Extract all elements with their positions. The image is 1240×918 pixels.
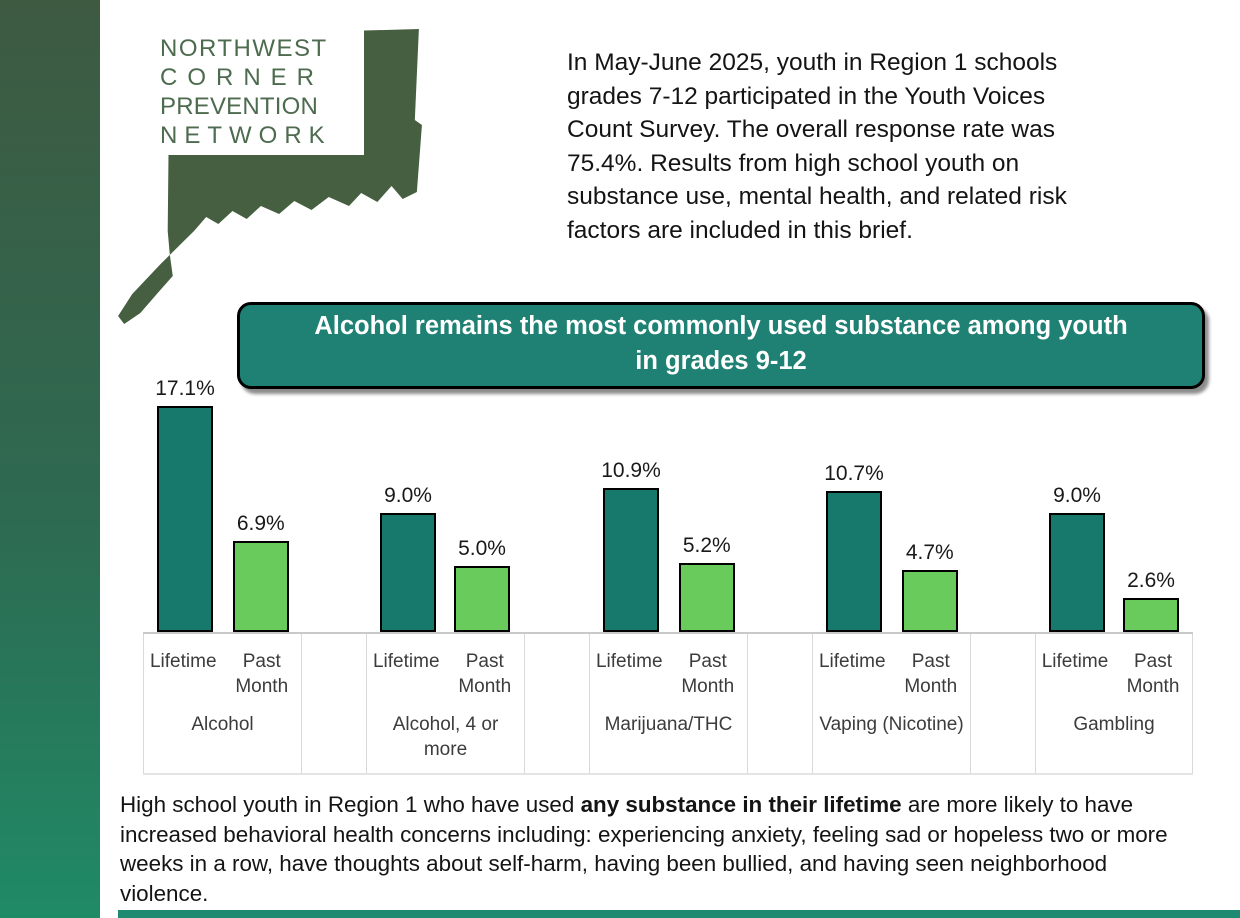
category-cell: Lifetime Past Month Alcohol: [143, 634, 301, 773]
intro-line: factors are included in this brief.: [567, 216, 913, 244]
category-label: Gambling: [1073, 714, 1155, 735]
intro-line: In May-June 2025, youth in Region 1 scho…: [567, 49, 1058, 76]
bar-group: 9.0% 5.0%: [366, 484, 524, 632]
category-label: Vaping (Nicotine): [819, 714, 964, 735]
axis-spacer-cell: [524, 634, 589, 773]
axis-spacer-cell: [301, 634, 366, 773]
tick-label: Past Month: [458, 651, 512, 697]
bar-value-label: 10.9%: [601, 459, 661, 483]
bar-group: 9.0% 2.6%: [1035, 484, 1193, 632]
substance-use-bar-chart: 17.1% 6.9% 9.0% 5.0% 10.9% 5.2% 10.7% 4.7% 9.0% 2…: [143, 377, 1193, 775]
series-tick-labels: Lifetime Past Month: [144, 649, 301, 699]
tick-label: Lifetime: [595, 651, 663, 672]
category-label: Marijuana/THC: [604, 714, 733, 735]
category-label: Alcohol, 4 or more: [392, 714, 499, 760]
tick-label: Lifetime: [818, 651, 886, 672]
category-label: Alcohol: [191, 714, 254, 735]
bar-group: 17.1% 6.9%: [143, 377, 301, 632]
logo-text-box: NORTHWEST CORNER PREVENTION NETWORK: [150, 29, 364, 155]
bar-lifetime: [602, 488, 659, 632]
category-cell: Lifetime Past Month Marijuana/THC: [589, 634, 747, 773]
bar-lifetime: [380, 513, 436, 632]
bar-lifetime: [825, 490, 882, 632]
footer-text-pre: High school youth in Region 1 who have u…: [120, 792, 581, 817]
bar-with-label: 6.9%: [232, 511, 289, 632]
category-cell: Lifetime Past Month Vaping (Nicotine): [812, 634, 970, 773]
intro-line: Count Survey. The overall response rate …: [567, 116, 1055, 143]
banner-title-line-1: Alcohol remains the most commonly used s…: [314, 312, 1128, 340]
tick-label: Past Month: [681, 651, 735, 697]
headline-banner: Alcohol remains the most commonly used s…: [237, 302, 1205, 389]
axis-row: Lifetime Past Month Alcohol Lifetime Past Mo…: [143, 632, 1193, 775]
bar-with-label: 5.2%: [678, 534, 735, 632]
bar-with-label: 10.7%: [824, 462, 884, 632]
bar-group: 10.7% 4.7%: [812, 462, 970, 632]
footer-text-post: are more likely to have increased behavi…: [120, 792, 1168, 906]
bar-with-label: 5.0%: [454, 537, 510, 632]
logo-line-northwest: NORTHWEST: [160, 35, 328, 62]
intro-line: substance use, mental health, and relate…: [567, 183, 1067, 210]
series-tick-labels: Lifetime Past Month: [590, 649, 747, 699]
intro-line: 75.4%. Results from high school youth on: [567, 149, 1020, 177]
bar-value-label: 4.7%: [905, 541, 954, 564]
series-tick-labels: Lifetime Past Month: [1036, 649, 1192, 699]
footer-paragraph: High school youth in Region 1 who have u…: [120, 790, 1200, 908]
tick-label: Past Month: [904, 651, 958, 697]
bar-value-label: 10.7%: [824, 461, 884, 485]
logo-line-network: NETWORK: [160, 122, 332, 149]
left-gradient-strip: [0, 0, 100, 918]
tick-label: Lifetime: [372, 651, 440, 672]
series-tick-labels: Lifetime Past Month: [367, 649, 524, 699]
bar-with-label: 9.0%: [1049, 484, 1105, 632]
bar-past-month: [454, 566, 510, 632]
bar-past-month: [1123, 597, 1179, 632]
bottom-accent-bar: [118, 910, 1240, 918]
series-tick-labels: Lifetime Past Month: [813, 649, 970, 699]
banner-title-line-2: in grades 9-12: [635, 347, 807, 375]
intro-line: grades 7-12 participated in the Youth Vo…: [567, 82, 1046, 110]
axis-spacer-cell: [970, 634, 1035, 773]
bar-with-label: 4.7%: [901, 541, 958, 632]
tick-label: Past Month: [235, 651, 289, 697]
tick-label: Lifetime: [1041, 651, 1109, 672]
bar-with-label: 9.0%: [380, 484, 436, 632]
tick-label: Lifetime: [149, 651, 217, 672]
intro-paragraph: In May-June 2025, youth in Region 1 scho…: [567, 46, 1167, 247]
bar-value-label: 9.0%: [384, 484, 432, 508]
bar-value-label: 5.0%: [458, 537, 506, 560]
bar-value-label: 6.9%: [236, 511, 285, 535]
category-cell: Lifetime Past Month Gambling: [1035, 634, 1193, 773]
bar-past-month: [232, 540, 289, 632]
bar-with-label: 17.1%: [155, 377, 215, 632]
axis-spacer-cell: [747, 634, 812, 773]
bar-lifetime: [1049, 513, 1105, 632]
bar-value-label: 5.2%: [682, 534, 731, 558]
bar-group: 10.9% 5.2%: [589, 459, 747, 632]
footer-text-bold: any substance in their lifetime: [580, 792, 902, 817]
bar-value-label: 9.0%: [1053, 484, 1101, 508]
network-logo: NORTHWEST CORNER PREVENTION NETWORK: [112, 26, 507, 336]
bar-value-label: 17.1%: [155, 377, 215, 401]
logo-line-prevention: PREVENTION: [160, 93, 319, 120]
bars-row: 17.1% 6.9% 9.0% 5.0% 10.9% 5.2% 10.7% 4.7% 9.0% 2…: [143, 377, 1193, 632]
tick-label: Past Month: [1126, 651, 1180, 697]
bar-past-month: [678, 563, 735, 632]
category-cell: Lifetime Past Month Alcohol, 4 or more: [366, 634, 524, 773]
bar-with-label: 2.6%: [1123, 569, 1179, 632]
bar-with-label: 10.9%: [601, 459, 661, 632]
bar-past-month: [901, 570, 958, 632]
bar-lifetime: [156, 406, 213, 632]
bar-value-label: 2.6%: [1127, 568, 1175, 592]
logo-line-corner: CORNER: [160, 64, 325, 91]
